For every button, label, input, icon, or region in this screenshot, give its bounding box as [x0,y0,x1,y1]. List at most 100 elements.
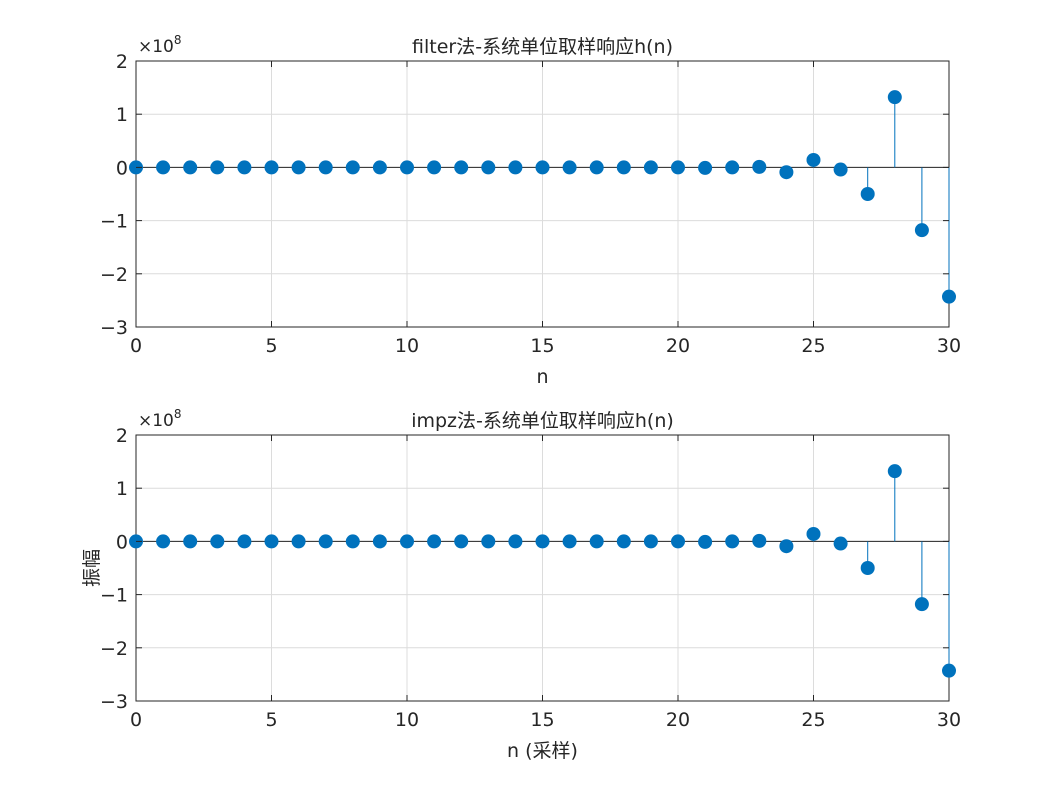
stem-marker [942,289,956,304]
y-exponent-label: ×108 [138,33,182,57]
x-tick-label: 5 [265,335,277,357]
stem-marker [887,90,902,105]
y-axis-label: 振幅 [81,549,103,587]
stem-marker [671,534,685,549]
x-tick-label: 15 [530,335,554,357]
y-tick-label: 2 [116,425,128,447]
y-tick-label: −2 [100,264,128,286]
stem-marker [914,223,929,238]
x-tick-label: 10 [395,709,419,731]
exponent-base: ×10 [138,411,174,431]
exponent-base: ×10 [138,37,174,57]
grid-lines [135,434,950,702]
subplot-impz: 0 5 10 15 20 25 30 −3 −2 −1 0 1 2 impz法-系统单位取样响应h(n… [81,407,961,762]
stem-marker [887,464,902,479]
y-tick-label: 0 [116,531,128,553]
stem-marker [779,539,794,554]
y-tick-label: −1 [100,211,128,233]
stem-marker [291,534,306,549]
y-exponent-label: ×108 [138,407,182,431]
stem-marker [616,160,631,175]
y-tick-labels: −3 −2 −1 0 1 2 [100,425,949,713]
stem-marker [427,534,442,549]
exponent-power: 8 [174,407,182,421]
x-tick-label: 30 [937,709,961,731]
stem-marker [156,534,171,549]
x-tick-label: 0 [130,709,142,731]
y-tick-label: −1 [100,585,128,607]
stem-marker [779,165,794,180]
subplot-filter: 0 5 10 15 20 25 30 −3 −2 −1 0 1 2 filter法-系统单位取样响应h… [100,33,961,388]
stem-marker [589,160,604,175]
x-tick-label: 20 [666,335,690,357]
y-tick-label: −3 [100,317,128,339]
x-tick-labels: 0 5 10 15 20 25 30 [130,435,961,731]
stem-marker [806,152,821,167]
stem-marker [698,534,713,549]
stem-marker [914,597,929,612]
stem-marker [318,534,333,549]
y-tick-label: 1 [116,104,128,126]
x-tick-labels: 0 5 10 15 20 25 30 [130,61,961,357]
stem-marker [508,160,523,175]
stem-marker [210,534,225,549]
stem-marker [372,534,387,549]
stem-marker [427,160,442,175]
x-tick-label: 25 [801,709,825,731]
exponent-power: 8 [174,33,182,47]
stem-marker [725,160,740,175]
stem-marker [752,159,767,174]
stem-marker [589,534,604,549]
stem-marker [237,160,252,175]
stem-marker [643,160,658,175]
stem-marker [183,160,198,175]
stem-marker [400,534,414,549]
stem-marker [454,534,469,549]
stem-marker [237,534,252,549]
stem-marker [725,534,740,549]
stem-marker [616,534,631,549]
y-tick-label: 2 [116,51,128,73]
x-axis-label: n (采样) [507,740,578,762]
stem-marker [264,534,279,549]
stem-marker [481,160,496,175]
chart-title: filter法-系统单位取样响应h(n) [412,36,673,58]
stem-marker [400,160,414,175]
y-tick-label: 1 [116,478,128,500]
stem-marker [508,534,523,549]
stem-marker [806,526,821,541]
y-tick-label: 0 [116,157,128,179]
x-tick-label: 20 [666,709,690,731]
stem-marker [833,162,848,177]
x-tick-label: 15 [530,709,554,731]
stem-marker [752,533,767,548]
x-tick-label: 0 [130,335,142,357]
stem-marker [318,160,333,175]
stem-marker [345,160,360,175]
stem-marker [562,534,577,549]
stem-marker [481,534,496,549]
stem-marker [860,187,875,201]
stem-marker [698,160,713,175]
stem-marker [671,160,685,175]
stem-marker [264,160,279,175]
stem-marker [833,536,848,551]
stem-series [129,90,956,304]
x-tick-label: 10 [395,335,419,357]
stem-marker [345,534,360,549]
stem-marker [535,160,550,175]
stem-marker [291,160,306,175]
y-tick-label: −3 [100,691,128,713]
stem-marker [535,534,550,549]
x-tick-label: 25 [801,335,825,357]
stem-marker [183,534,198,549]
y-tick-label: −2 [100,638,128,660]
stem-marker [942,663,956,678]
grid-lines [135,60,950,328]
x-axis-label: n [536,366,548,388]
x-tick-label: 5 [265,709,277,731]
stem-marker [860,561,875,575]
stem-marker [210,160,225,175]
stem-marker [562,160,577,175]
